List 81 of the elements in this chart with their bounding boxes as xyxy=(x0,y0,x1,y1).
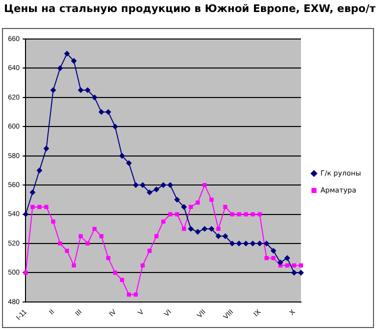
point xyxy=(216,233,222,239)
point xyxy=(51,220,56,224)
point xyxy=(250,240,256,246)
point xyxy=(209,198,214,202)
point xyxy=(64,248,70,253)
point xyxy=(229,240,235,246)
point xyxy=(175,212,180,216)
point xyxy=(195,229,200,234)
point xyxy=(64,50,70,56)
point xyxy=(161,220,166,224)
point xyxy=(292,263,296,268)
point xyxy=(291,270,297,276)
point xyxy=(126,292,131,297)
point xyxy=(202,226,208,232)
point xyxy=(285,263,290,268)
point xyxy=(236,212,242,216)
point xyxy=(92,226,97,231)
point xyxy=(44,146,50,152)
point xyxy=(140,182,146,188)
point xyxy=(223,204,228,210)
point xyxy=(30,190,36,196)
point xyxy=(57,66,63,71)
point xyxy=(202,183,207,188)
chart-title: Цены на стальную продукцию в Южной Европе, EXW, евро/т xyxy=(4,3,376,15)
point xyxy=(119,153,125,159)
point xyxy=(298,263,304,268)
point xyxy=(86,241,90,246)
point xyxy=(84,87,90,93)
point xyxy=(99,234,104,238)
point xyxy=(236,240,242,246)
point xyxy=(78,234,83,238)
point xyxy=(264,240,270,246)
point xyxy=(222,233,228,239)
point xyxy=(160,182,166,188)
point xyxy=(271,256,276,260)
point xyxy=(126,160,132,166)
point xyxy=(37,204,42,210)
point xyxy=(243,240,249,246)
point xyxy=(120,278,124,282)
point xyxy=(258,212,262,216)
point xyxy=(58,241,62,246)
point xyxy=(256,240,262,246)
point xyxy=(278,260,284,266)
point xyxy=(78,87,84,93)
point xyxy=(188,204,193,210)
point xyxy=(112,124,118,130)
point xyxy=(250,212,255,216)
point xyxy=(182,226,186,231)
point xyxy=(50,87,56,93)
point xyxy=(181,204,187,210)
point xyxy=(36,168,42,174)
point xyxy=(154,234,158,238)
point xyxy=(208,226,214,232)
point xyxy=(113,270,118,275)
point xyxy=(230,212,234,216)
point xyxy=(196,200,200,205)
point xyxy=(244,212,248,216)
point xyxy=(174,196,180,202)
point xyxy=(98,109,104,115)
point xyxy=(284,255,290,261)
point xyxy=(148,248,152,253)
point xyxy=(134,292,138,297)
point xyxy=(264,256,269,260)
point xyxy=(106,109,111,115)
point xyxy=(168,182,173,188)
point xyxy=(270,248,276,254)
point xyxy=(188,226,194,232)
point xyxy=(216,226,220,231)
point xyxy=(168,212,172,216)
point xyxy=(22,212,28,217)
point xyxy=(140,263,145,268)
point xyxy=(72,263,76,268)
point xyxy=(133,182,138,188)
point xyxy=(92,94,98,100)
point xyxy=(30,204,35,210)
point xyxy=(71,58,77,64)
point xyxy=(44,204,48,210)
point xyxy=(106,256,110,260)
point xyxy=(298,270,304,276)
point xyxy=(154,186,160,192)
point xyxy=(146,190,152,196)
